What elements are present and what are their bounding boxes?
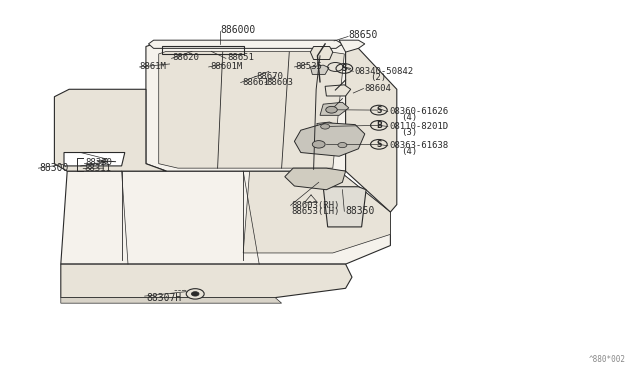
Text: 88650: 88650 bbox=[349, 31, 378, 40]
Text: (3): (3) bbox=[401, 128, 417, 137]
Text: S: S bbox=[376, 140, 381, 149]
Text: 88670: 88670 bbox=[256, 72, 283, 81]
Text: 88601M: 88601M bbox=[210, 62, 242, 71]
Polygon shape bbox=[285, 168, 346, 190]
Text: 88604: 88604 bbox=[365, 84, 392, 93]
Text: S: S bbox=[342, 64, 347, 73]
Text: 88653(LH): 88653(LH) bbox=[292, 207, 340, 216]
Circle shape bbox=[338, 142, 347, 148]
Text: 88535: 88535 bbox=[296, 62, 323, 71]
Polygon shape bbox=[325, 85, 351, 96]
Polygon shape bbox=[294, 123, 365, 156]
Polygon shape bbox=[148, 40, 342, 48]
Text: (4): (4) bbox=[401, 147, 417, 156]
Polygon shape bbox=[320, 102, 349, 115]
Text: ^880*002: ^880*002 bbox=[589, 355, 626, 364]
Polygon shape bbox=[339, 40, 365, 52]
Polygon shape bbox=[64, 153, 125, 166]
Circle shape bbox=[186, 289, 204, 299]
Text: 08340-50842: 08340-50842 bbox=[355, 67, 413, 76]
Circle shape bbox=[312, 141, 325, 148]
Polygon shape bbox=[61, 264, 352, 298]
Text: (4): (4) bbox=[401, 113, 417, 122]
Polygon shape bbox=[243, 171, 390, 253]
Text: B: B bbox=[376, 121, 381, 130]
Polygon shape bbox=[310, 46, 333, 60]
Text: 88311: 88311 bbox=[84, 164, 111, 173]
Text: 08110-8201D: 08110-8201D bbox=[389, 122, 448, 131]
Circle shape bbox=[321, 124, 330, 129]
Text: 886000: 886000 bbox=[221, 25, 256, 35]
Polygon shape bbox=[54, 89, 166, 171]
Polygon shape bbox=[61, 298, 282, 303]
Circle shape bbox=[191, 292, 199, 296]
Text: 88603: 88603 bbox=[266, 78, 293, 87]
Text: 88350: 88350 bbox=[346, 206, 375, 216]
Text: 88661: 88661 bbox=[242, 78, 269, 87]
Text: 88320: 88320 bbox=[86, 158, 113, 167]
Polygon shape bbox=[61, 171, 390, 264]
Text: 08363-61638: 08363-61638 bbox=[389, 141, 448, 150]
Text: 8861M: 8861M bbox=[140, 62, 166, 71]
Text: 88651: 88651 bbox=[227, 53, 254, 62]
Polygon shape bbox=[146, 44, 358, 171]
Text: S: S bbox=[376, 106, 381, 115]
Circle shape bbox=[326, 106, 337, 113]
Text: 88603(RH): 88603(RH) bbox=[292, 201, 340, 210]
Polygon shape bbox=[317, 122, 335, 130]
Text: 08360-61626: 08360-61626 bbox=[389, 107, 448, 116]
Text: 88300: 88300 bbox=[40, 163, 69, 173]
Polygon shape bbox=[159, 51, 344, 168]
Text: 88620: 88620 bbox=[173, 53, 200, 62]
Polygon shape bbox=[346, 48, 397, 212]
Polygon shape bbox=[323, 187, 366, 227]
Polygon shape bbox=[310, 65, 329, 74]
Text: (2): (2) bbox=[370, 73, 386, 82]
Text: 88307H: 88307H bbox=[146, 293, 181, 302]
